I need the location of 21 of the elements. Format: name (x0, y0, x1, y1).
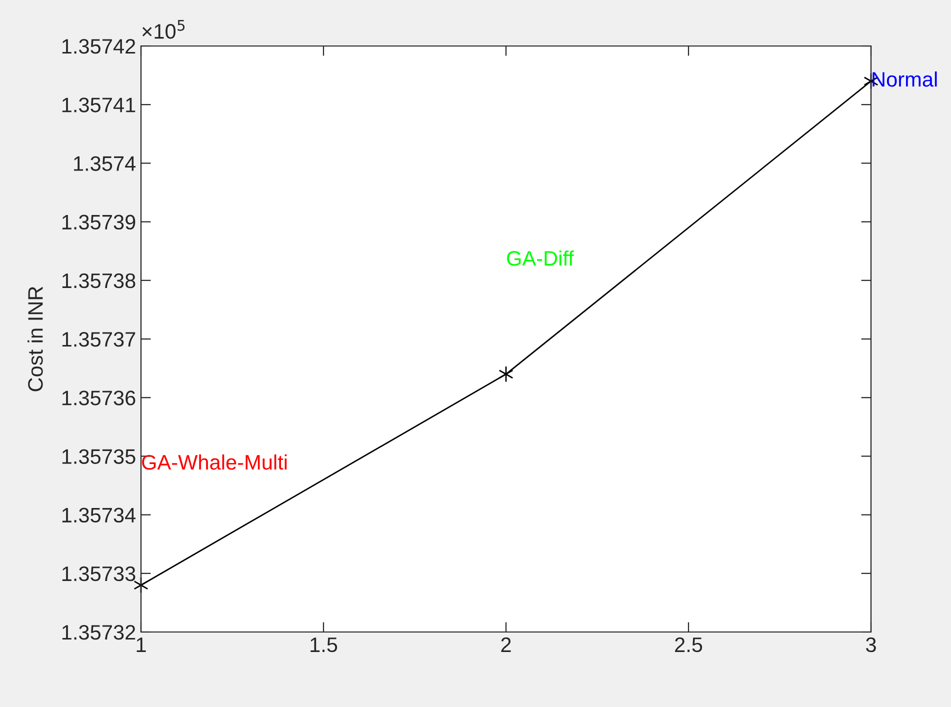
y-tick-label: 1.35734 (62, 508, 136, 523)
y-tick-label: 1.35736 (62, 390, 136, 406)
x-tick-label: 1 (136, 638, 146, 652)
annotation: GA-Whale-Multi (142, 454, 287, 470)
y-tick-label: 1.35733 (62, 566, 136, 582)
text: Normal (872, 71, 937, 87)
y-tick-label: 1.35741 (62, 98, 136, 112)
y-tick-label: 1.35742 (62, 39, 136, 54)
x-tick-label: 1.5 (310, 638, 338, 652)
x-tick-label: 3 (866, 637, 876, 652)
x-tick-label: 2 (501, 637, 511, 652)
x-tick-label: 2.5 (675, 637, 702, 652)
y-tick-label: 1.3574 (74, 156, 136, 171)
y-axis-title: Cost in INR (28, 286, 43, 392)
y-tick-label: 1.35739 (62, 214, 136, 230)
y-tick-label: 1.35732 (62, 625, 136, 640)
y-tick-label: 1.35738 (62, 273, 136, 288)
y-tick-label: 1.35735 (62, 449, 136, 464)
text: ×10$^{5}$ (142, 20, 185, 39)
annotation: GA-Diff (507, 250, 574, 266)
y-tick-label: 1.35737 (62, 332, 136, 347)
